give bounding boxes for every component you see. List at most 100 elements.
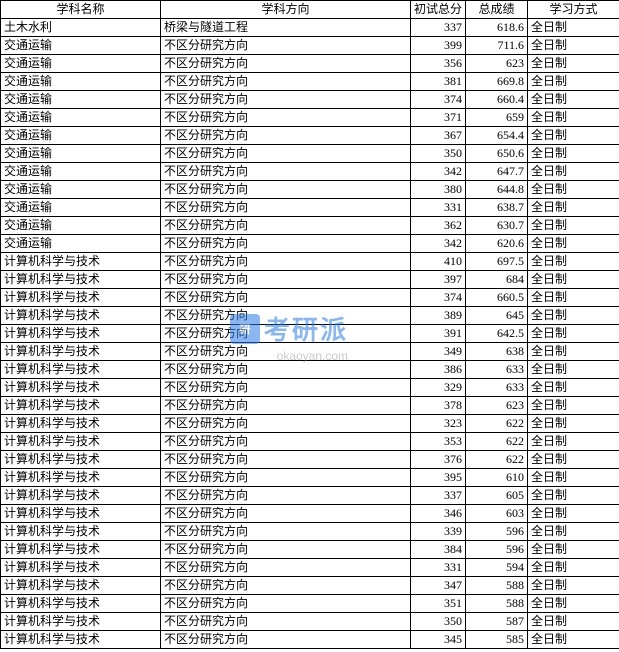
header-direction: 学科方向: [161, 1, 411, 19]
table-cell: 全日制: [528, 109, 619, 127]
table-cell: 633: [466, 361, 528, 379]
table-cell: 全日制: [528, 433, 619, 451]
table-cell: 全日制: [528, 361, 619, 379]
table-cell: 不区分研究方向: [161, 613, 411, 631]
table-row: 交通运输不区分研究方向362630.7全日制: [1, 217, 619, 235]
table-cell: 381: [411, 73, 466, 91]
table-cell: 588: [466, 577, 528, 595]
table-cell: 全日制: [528, 127, 619, 145]
table-cell: 362: [411, 217, 466, 235]
table-cell: 交通运输: [1, 73, 161, 91]
table-row: 计算机科学与技术不区分研究方向345585全日制: [1, 631, 619, 649]
table-cell: 不区分研究方向: [161, 199, 411, 217]
table-row: 土木水利桥梁与隧道工程337618.6全日制: [1, 19, 619, 37]
table-cell: 585: [466, 631, 528, 649]
table-body: 土木水利桥梁与隧道工程337618.6全日制交通运输不区分研究方向399711.…: [1, 19, 619, 649]
table-cell: 不区分研究方向: [161, 91, 411, 109]
table-cell: 650.6: [466, 145, 528, 163]
table-cell: 全日制: [528, 199, 619, 217]
table-row: 计算机科学与技术不区分研究方向374660.5全日制: [1, 289, 619, 307]
table-cell: 不区分研究方向: [161, 361, 411, 379]
header-total-score: 总成绩: [466, 1, 528, 19]
table-cell: 不区分研究方向: [161, 505, 411, 523]
table-cell: 计算机科学与技术: [1, 415, 161, 433]
table-cell: 380: [411, 181, 466, 199]
table-cell: 计算机科学与技术: [1, 487, 161, 505]
table-cell: 374: [411, 289, 466, 307]
table-cell: 不区分研究方向: [161, 451, 411, 469]
table-cell: 588: [466, 595, 528, 613]
table-cell: 全日制: [528, 289, 619, 307]
table-cell: 计算机科学与技术: [1, 253, 161, 271]
table-cell: 计算机科学与技术: [1, 577, 161, 595]
admissions-table: 学科名称 学科方向 初试总分 总成绩 学习方式 土木水利桥梁与隧道工程33761…: [0, 0, 619, 649]
table-row: 计算机科学与技术不区分研究方向376622全日制: [1, 451, 619, 469]
table-cell: 不区分研究方向: [161, 307, 411, 325]
table-row: 计算机科学与技术不区分研究方向337605全日制: [1, 487, 619, 505]
table-cell: 不区分研究方向: [161, 541, 411, 559]
table-cell: 371: [411, 109, 466, 127]
table-cell: 计算机科学与技术: [1, 541, 161, 559]
table-cell: 669.8: [466, 73, 528, 91]
table-cell: 342: [411, 163, 466, 181]
table-cell: 345: [411, 631, 466, 649]
table-cell: 323: [411, 415, 466, 433]
table-cell: 339: [411, 523, 466, 541]
table-cell: 计算机科学与技术: [1, 595, 161, 613]
table-cell: 计算机科学与技术: [1, 271, 161, 289]
table-row: 交通运输不区分研究方向342620.6全日制: [1, 235, 619, 253]
table-cell: 全日制: [528, 307, 619, 325]
table-row: 交通运输不区分研究方向331638.7全日制: [1, 199, 619, 217]
table-cell: 不区分研究方向: [161, 379, 411, 397]
table-cell: 交通运输: [1, 37, 161, 55]
table-cell: 660.4: [466, 91, 528, 109]
table-cell: 全日制: [528, 235, 619, 253]
table-cell: 全日制: [528, 91, 619, 109]
table-header-row: 学科名称 学科方向 初试总分 总成绩 学习方式: [1, 1, 619, 19]
table-cell: 374: [411, 91, 466, 109]
table-cell: 620.6: [466, 235, 528, 253]
table-cell: 交通运输: [1, 145, 161, 163]
table-row: 计算机科学与技术不区分研究方向353622全日制: [1, 433, 619, 451]
header-initial-score: 初试总分: [411, 1, 466, 19]
table-cell: 全日制: [528, 19, 619, 37]
table-cell: 不区分研究方向: [161, 397, 411, 415]
table-cell: 全日制: [528, 397, 619, 415]
table-cell: 计算机科学与技术: [1, 451, 161, 469]
table-cell: 全日制: [528, 559, 619, 577]
table-cell: 计算机科学与技术: [1, 523, 161, 541]
table-cell: 不区分研究方向: [161, 55, 411, 73]
table-cell: 618.6: [466, 19, 528, 37]
table-cell: 647.7: [466, 163, 528, 181]
table-cell: 不区分研究方向: [161, 433, 411, 451]
table-cell: 642.5: [466, 325, 528, 343]
table-cell: 全日制: [528, 343, 619, 361]
table-row: 计算机科学与技术不区分研究方向384596全日制: [1, 541, 619, 559]
table-cell: 计算机科学与技术: [1, 613, 161, 631]
table-row: 计算机科学与技术不区分研究方向323622全日制: [1, 415, 619, 433]
table-cell: 计算机科学与技术: [1, 469, 161, 487]
table-cell: 计算机科学与技术: [1, 433, 161, 451]
table-cell: 交通运输: [1, 109, 161, 127]
table-cell: 交通运输: [1, 235, 161, 253]
table-cell: 410: [411, 253, 466, 271]
table-cell: 644.8: [466, 181, 528, 199]
table-cell: 全日制: [528, 541, 619, 559]
table-cell: 337: [411, 487, 466, 505]
table-cell: 不区分研究方向: [161, 559, 411, 577]
table-row: 交通运输不区分研究方向380644.8全日制: [1, 181, 619, 199]
table-row: 计算机科学与技术不区分研究方向386633全日制: [1, 361, 619, 379]
table-cell: 350: [411, 613, 466, 631]
table-cell: 638.7: [466, 199, 528, 217]
table-cell: 交通运输: [1, 127, 161, 145]
table-cell: 计算机科学与技术: [1, 559, 161, 577]
table-cell: 596: [466, 541, 528, 559]
table-cell: 697.5: [466, 253, 528, 271]
table-cell: 不区分研究方向: [161, 415, 411, 433]
table-cell: 711.6: [466, 37, 528, 55]
table-cell: 全日制: [528, 37, 619, 55]
table-cell: 计算机科学与技术: [1, 325, 161, 343]
table-cell: 353: [411, 433, 466, 451]
table-cell: 630.7: [466, 217, 528, 235]
table-cell: 交通运输: [1, 181, 161, 199]
